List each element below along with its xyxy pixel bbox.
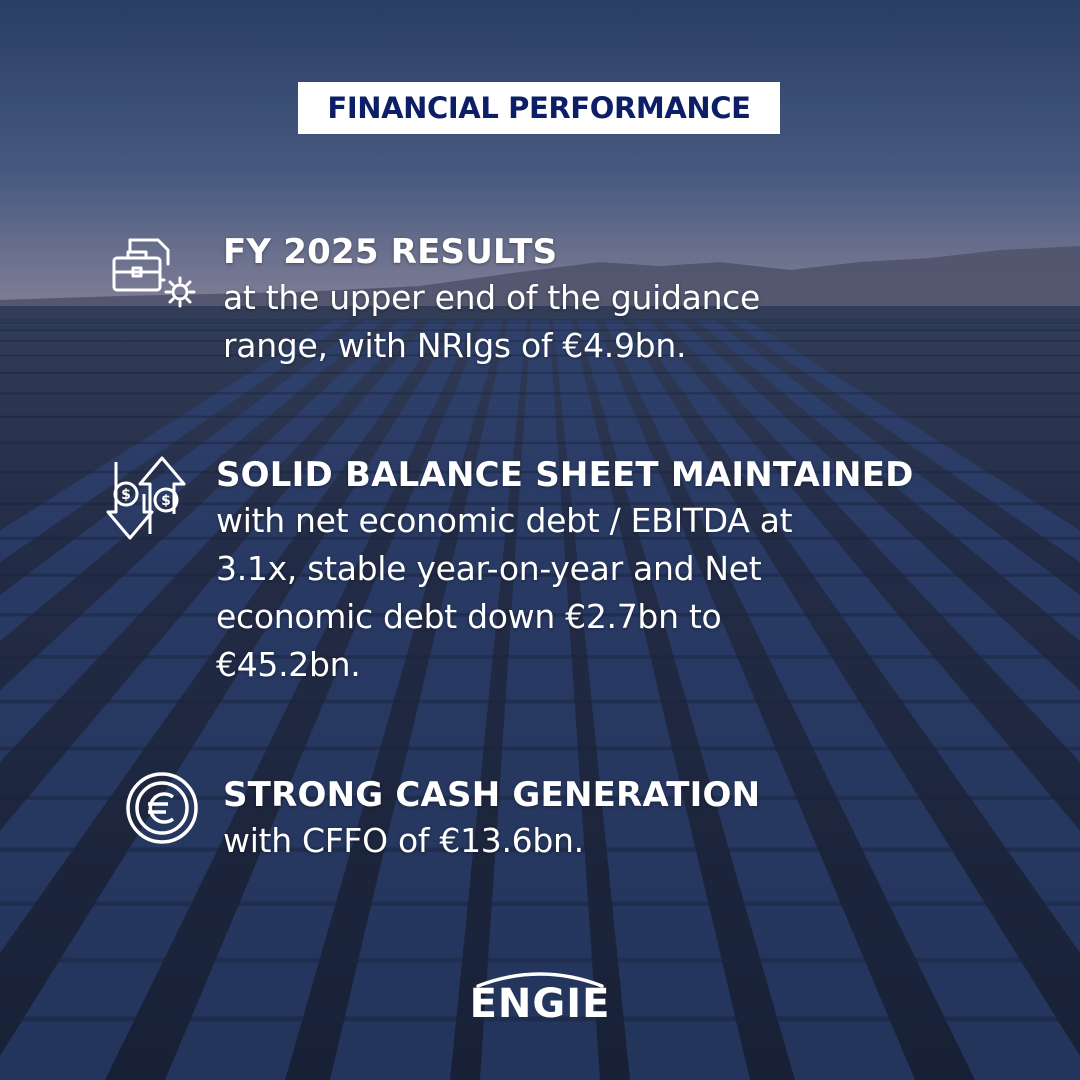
solar-panel-row bbox=[696, 320, 1080, 642]
svg-text:$: $ bbox=[121, 487, 131, 503]
page-title: FINANCIAL PERFORMANCE bbox=[327, 91, 751, 125]
solar-panel-row bbox=[663, 320, 1080, 763]
results-line: range, with NRIgs of €4.9bn. bbox=[223, 326, 687, 365]
solar-panel-row bbox=[0, 320, 351, 563]
balance-sheet-text: with net economic debt / EBITDA at 3.1x,… bbox=[216, 497, 1046, 689]
balance-sheet-block: SOLID BALANCE SHEET MAINTAINED with net … bbox=[216, 455, 1046, 689]
cash-line: with CFFO of €13.6bn. bbox=[223, 821, 584, 860]
logo-wordmark: ENGIE bbox=[469, 981, 611, 1027]
title-box: FINANCIAL PERFORMANCE bbox=[298, 82, 780, 134]
balance-sheet-line: economic debt down €2.7bn to bbox=[216, 597, 722, 636]
results-line: at the upper end of the guidance bbox=[223, 278, 761, 317]
svg-text:$: $ bbox=[161, 493, 171, 509]
logo-arc-icon bbox=[476, 972, 604, 988]
cash-block: STRONG CASH GENERATION with CFFO of €13.… bbox=[223, 775, 1023, 865]
balance-sheet-line: with net economic debt / EBITDA at bbox=[216, 501, 793, 540]
dollar-arrows-icon: $ $ bbox=[106, 456, 186, 540]
solar-panel-row bbox=[729, 320, 1080, 563]
euro-coin-icon bbox=[126, 772, 198, 844]
balance-sheet-line: €45.2bn. bbox=[216, 645, 361, 684]
solar-panel-row bbox=[0, 320, 448, 953]
briefcase-gear-icon bbox=[112, 238, 196, 308]
results-text: at the upper end of the guidance range, … bbox=[223, 274, 1023, 370]
cash-heading: STRONG CASH GENERATION bbox=[223, 775, 761, 815]
balance-sheet-heading: SOLID BALANCE SHEET MAINTAINED bbox=[216, 455, 914, 495]
engie-logo: ENGIE bbox=[460, 968, 620, 1028]
solar-panel-row bbox=[632, 320, 1080, 953]
solar-panel-row bbox=[0, 320, 417, 763]
results-block: FY 2025 RESULTS at the upper end of the … bbox=[223, 232, 1023, 370]
results-heading: FY 2025 RESULTS bbox=[223, 232, 558, 272]
solar-panel-row bbox=[0, 320, 384, 642]
balance-sheet-line: 3.1x, stable year-on-year and Net bbox=[216, 549, 762, 588]
cash-text: with CFFO of €13.6bn. bbox=[223, 817, 1023, 865]
